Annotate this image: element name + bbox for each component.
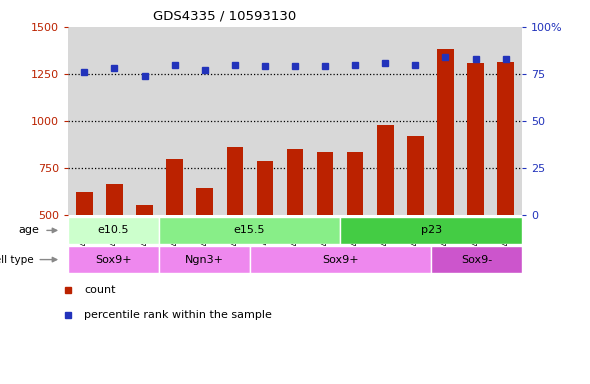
Bar	[227, 147, 243, 309]
Text: GDS4335 / 10593130: GDS4335 / 10593130	[153, 10, 296, 23]
Bar	[250, 246, 431, 273]
Bar	[340, 217, 522, 244]
Text: p23: p23	[421, 225, 442, 235]
Bar	[317, 152, 333, 309]
Bar	[497, 62, 514, 309]
Bar	[437, 50, 454, 309]
Bar	[257, 161, 273, 309]
Bar	[76, 192, 93, 309]
Bar	[166, 159, 183, 309]
Bar	[347, 152, 363, 309]
Text: Sox9+: Sox9+	[95, 255, 132, 265]
Bar	[467, 63, 484, 309]
Bar	[407, 136, 424, 309]
Text: Sox9-: Sox9-	[461, 255, 492, 265]
Bar	[196, 188, 213, 309]
Text: count: count	[84, 285, 116, 295]
Text: Sox9+: Sox9+	[322, 255, 359, 265]
Text: Ngn3+: Ngn3+	[185, 255, 224, 265]
Bar	[159, 246, 250, 273]
Text: e15.5: e15.5	[234, 225, 266, 235]
Bar	[287, 149, 303, 309]
Bar	[377, 125, 394, 309]
Text: percentile rank within the sample: percentile rank within the sample	[84, 310, 272, 320]
Bar	[136, 205, 153, 309]
Bar	[68, 246, 159, 273]
Text: age: age	[18, 225, 40, 235]
Text: cell type: cell type	[0, 255, 34, 265]
Text: e10.5: e10.5	[97, 225, 129, 235]
Bar	[68, 217, 159, 244]
Bar	[106, 184, 123, 309]
Bar	[159, 217, 340, 244]
Bar	[431, 246, 522, 273]
